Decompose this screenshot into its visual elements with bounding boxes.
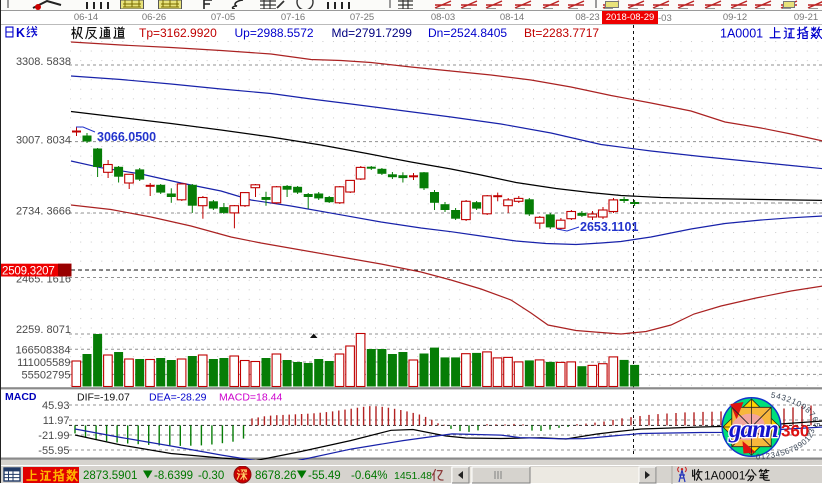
svg-text:Dn=2524.8405: Dn=2524.8405 [428,26,507,40]
svg-text:55502795: 55502795 [22,369,71,381]
svg-text:gann: gann [728,416,778,443]
svg-text:1A0001: 1A0001 [720,27,763,41]
svg-text:11.97: 11.97 [43,415,70,427]
svg-text:-21.99: -21.99 [38,430,69,442]
svg-text:-55.95: -55.95 [38,445,69,457]
svg-text:Bt=2283.7717: Bt=2283.7717 [524,26,599,40]
svg-text:Md=2791.7299: Md=2791.7299 [332,26,413,40]
svg-text:166508384: 166508384 [15,344,70,356]
svg-text:-55.49: -55.49 [308,470,341,482]
svg-text:3066.0500: 3066.0500 [97,130,156,144]
svg-text:2873.5901: 2873.5901 [83,470,137,482]
svg-text:111005589: 111005589 [17,357,70,369]
svg-text:MACD: MACD [5,391,37,403]
svg-text:8678.26: 8678.26 [255,470,297,482]
svg-text:2509.3207: 2509.3207 [2,265,55,277]
svg-text:K: K [16,26,25,40]
svg-text:1A0001: 1A0001 [704,468,746,482]
svg-text:Tp=3162.9920: Tp=3162.9920 [139,26,217,40]
svg-text:3007. 8034: 3007. 8034 [16,135,71,147]
svg-text:-0.64%: -0.64% [351,470,387,482]
svg-text:DEA=-28.29: DEA=-28.29 [149,392,207,404]
svg-text:1451.48: 1451.48 [394,470,432,482]
svg-text:DIF=-19.07: DIF=-19.07 [77,392,130,404]
svg-text:-0.30: -0.30 [198,470,224,482]
svg-text:2259. 8071: 2259. 8071 [16,324,71,336]
svg-text:360: 360 [781,422,809,441]
svg-text:-8.6399: -8.6399 [154,470,193,482]
svg-text:MACD=18.44: MACD=18.44 [219,392,282,404]
svg-text:45.93: 45.93 [42,400,70,412]
svg-text:3308. 5838: 3308. 5838 [16,56,71,68]
svg-text:2734. 3666: 2734. 3666 [16,206,71,218]
svg-text:Up=2988.5572: Up=2988.5572 [235,26,314,40]
svg-text:2653.1101: 2653.1101 [580,220,638,234]
